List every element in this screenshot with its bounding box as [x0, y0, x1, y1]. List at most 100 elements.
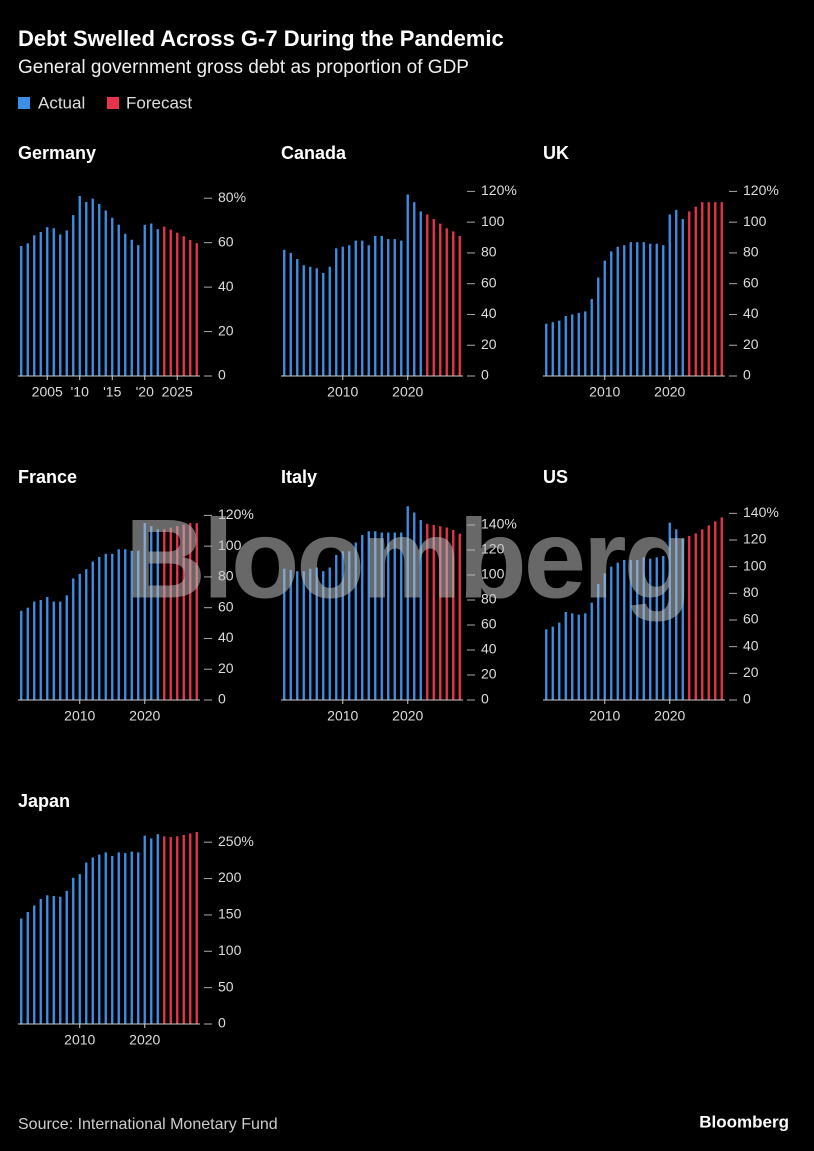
y-tick-label: 0	[743, 691, 751, 707]
x-tick-label: '15	[103, 384, 121, 400]
bar	[636, 242, 639, 376]
x-tick-label: 2020	[129, 1032, 160, 1048]
y-tick-label: 60	[218, 598, 234, 614]
bar	[558, 320, 561, 376]
bar	[302, 265, 305, 376]
bar	[720, 517, 723, 700]
y-tick-label: 0	[481, 691, 489, 707]
bar	[176, 836, 179, 1024]
bar	[163, 836, 166, 1024]
legend-swatch	[18, 97, 30, 109]
bar	[571, 613, 574, 700]
bar	[439, 223, 442, 376]
x-tick-label: 2010	[64, 1032, 95, 1048]
bar	[124, 853, 127, 1024]
bar	[150, 526, 153, 700]
bar	[20, 918, 23, 1024]
legend-label: Forecast	[126, 93, 192, 112]
bar	[156, 529, 159, 700]
bar	[117, 224, 120, 376]
bar	[111, 856, 114, 1024]
x-tick-label: 2020	[654, 708, 685, 724]
x-tick-label: 2010	[64, 708, 95, 724]
bar	[33, 905, 36, 1024]
bar	[283, 249, 286, 376]
bar	[59, 896, 62, 1024]
bar	[59, 601, 62, 700]
bar	[52, 601, 55, 700]
bar	[688, 211, 691, 376]
bar	[78, 874, 81, 1024]
bar	[426, 523, 429, 700]
bar	[26, 243, 29, 376]
bar	[406, 194, 409, 376]
bar	[367, 245, 370, 376]
bar	[393, 532, 396, 700]
bar	[328, 567, 331, 700]
bar	[662, 245, 665, 376]
bar	[400, 240, 403, 376]
bar	[675, 209, 678, 376]
bar	[78, 196, 81, 376]
y-tick-label: 20	[481, 666, 497, 682]
bar	[603, 260, 606, 376]
bar	[655, 557, 658, 700]
y-tick-label: 100	[218, 537, 242, 553]
y-tick-label: 40	[218, 278, 234, 294]
y-tick-label: 100	[481, 213, 505, 229]
bar	[610, 566, 613, 700]
bar	[341, 551, 344, 700]
bar	[33, 235, 36, 376]
y-tick-label: 50	[218, 978, 234, 994]
x-tick-label: 2010	[327, 384, 358, 400]
bar	[26, 912, 29, 1024]
bar	[616, 246, 619, 376]
bar	[182, 524, 185, 700]
x-tick-label: '20	[136, 384, 154, 400]
bar	[176, 232, 179, 376]
bar	[419, 520, 422, 700]
bar	[65, 230, 68, 376]
bar	[348, 551, 351, 700]
y-tick-label: 60	[743, 274, 759, 290]
bar	[603, 573, 606, 700]
bar	[426, 214, 429, 376]
bar	[400, 532, 403, 700]
bar	[130, 239, 133, 376]
bar	[322, 571, 325, 700]
bar	[354, 542, 357, 700]
panel-title: France	[18, 467, 77, 487]
y-tick-label: 20	[218, 660, 234, 676]
bar	[367, 531, 370, 700]
bar	[452, 530, 455, 700]
bar	[577, 312, 580, 376]
bar	[104, 852, 107, 1024]
bar	[629, 242, 632, 376]
bar	[137, 852, 140, 1024]
x-tick-label: '10	[71, 384, 89, 400]
bar	[195, 523, 198, 700]
panel-title: UK	[543, 143, 569, 163]
x-tick-label: 2025	[162, 384, 193, 400]
bar	[137, 245, 140, 376]
y-tick-label: 100	[218, 942, 242, 958]
bar	[130, 851, 133, 1024]
panel-title: Germany	[18, 143, 96, 163]
x-tick-label: 2020	[129, 708, 160, 724]
bar	[341, 246, 344, 376]
bar	[642, 557, 645, 700]
bar	[714, 521, 717, 700]
bar	[124, 549, 127, 700]
x-tick-label: 2010	[589, 708, 620, 724]
bar	[439, 526, 442, 700]
bar	[642, 242, 645, 376]
bar	[315, 567, 318, 700]
y-tick-label: 40	[481, 641, 497, 657]
bar	[143, 523, 146, 700]
bar	[309, 568, 312, 700]
bar	[452, 231, 455, 376]
bar	[393, 239, 396, 376]
bar	[551, 626, 554, 700]
bar	[374, 531, 377, 700]
